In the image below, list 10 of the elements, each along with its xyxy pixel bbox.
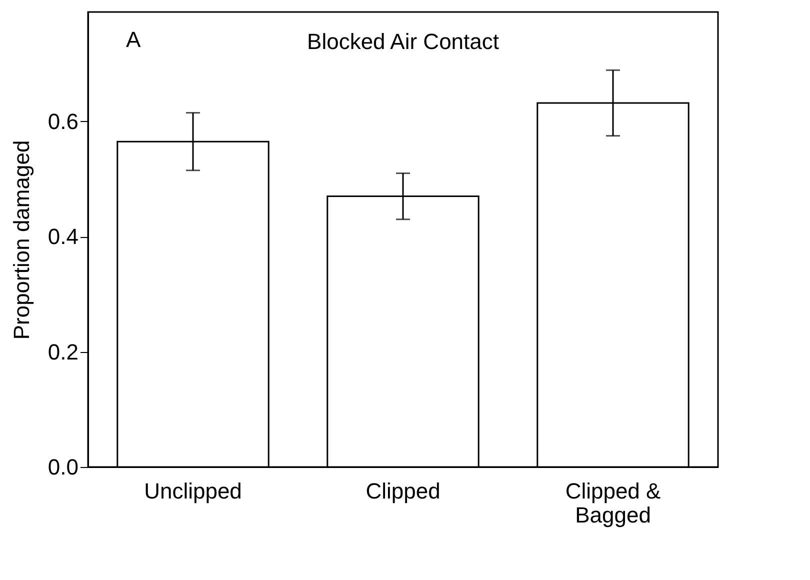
text: Blocked Air Contact	[307, 29, 499, 54]
y-axis-title: Proportion damaged	[8, 140, 34, 340]
y-tick-label: 0.2	[48, 339, 78, 364]
x-tick-label: Clipped & Bagged	[565, 478, 662, 528]
annotation: A	[126, 27, 141, 52]
y-tick-label: 0.0	[48, 454, 78, 480]
y-tick-label: 0.6	[48, 108, 78, 134]
x-tick-label: Unclipped	[144, 478, 242, 504]
x-tick-label: Clipped	[366, 478, 440, 504]
y-tick-label: 0.4	[48, 224, 78, 250]
